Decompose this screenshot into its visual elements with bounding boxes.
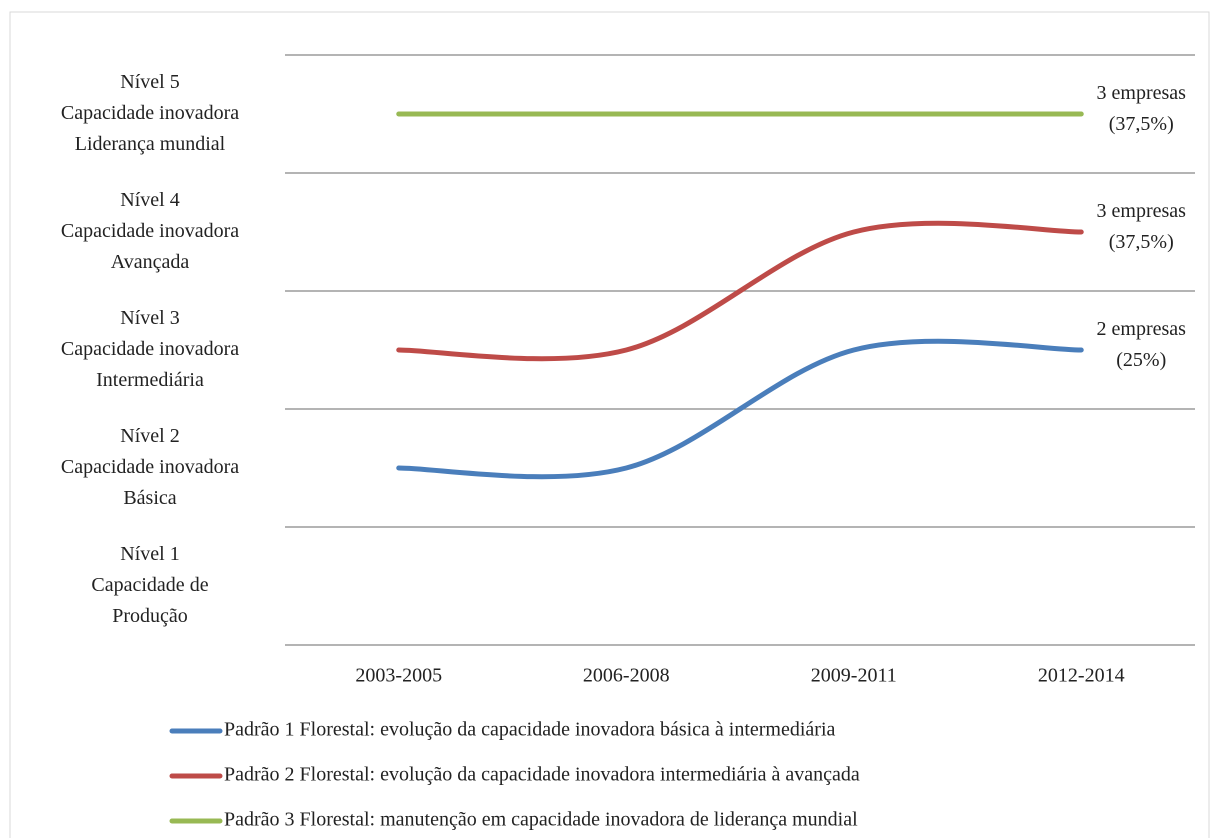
x-tick-label: 2012-2014: [1038, 665, 1125, 687]
annotation: 3 empresas (37,5%): [1097, 200, 1187, 253]
annotation-line: 3 empresas: [1097, 82, 1187, 104]
y-tick-line: Liderança mundial: [75, 133, 226, 155]
x-tick-label: 2009-2011: [811, 665, 897, 687]
annotation-line: 2 empresas: [1097, 318, 1187, 340]
y-tick-label: Nível 1 Capacidade de Produção: [91, 543, 208, 627]
x-tick-label: 2003-2005: [355, 665, 442, 687]
legend-label: Padrão 1 Florestal: evolução da capacida…: [224, 719, 836, 741]
y-tick-line: Nível 5: [120, 71, 179, 93]
x-tick-label: 2006-2008: [583, 665, 670, 687]
y-tick-line: Capacidade inovadora: [61, 102, 239, 124]
y-tick-line: Nível 2: [120, 425, 179, 447]
y-tick-line: Capacidade de: [91, 574, 208, 596]
series-line: [396, 220, 1084, 362]
annotation-line: 3 empresas: [1097, 200, 1187, 222]
y-tick-line: Capacidade inovadora: [61, 338, 239, 360]
y-tick-label: Nível 3 Capacidade inovadora Intermediária: [61, 307, 239, 391]
y-tick-line: Capacidade inovadora: [61, 456, 239, 478]
y-tick-line: Nível 1: [120, 543, 179, 565]
legend-label: Padrão 3 Florestal: manutenção em capaci…: [224, 809, 858, 831]
y-tick-label: Nível 2 Capacidade inovadora Básica: [61, 425, 239, 509]
y-tick-line: Capacidade inovadora: [61, 220, 239, 242]
chart-border: [9, 11, 1210, 838]
annotation-line: (25%): [1116, 349, 1166, 371]
annotation-line: (37,5%): [1109, 231, 1174, 253]
annotation: 2 empresas (25%): [1097, 318, 1187, 371]
y-tick-line: Intermediária: [96, 369, 204, 391]
y-tick-line: Nível 4: [120, 189, 179, 211]
annotation-line: (37,5%): [1109, 113, 1174, 135]
y-tick-line: Produção: [112, 605, 188, 627]
y-tick-line: Avançada: [111, 251, 190, 273]
y-tick-line: Nível 3: [120, 307, 179, 329]
y-tick-label: Nível 4 Capacidade inovadora Avançada: [61, 189, 239, 273]
y-tick-label: Nível 5 Capacidade inovadora Liderança mun…: [61, 71, 239, 155]
y-tick-line: Básica: [123, 487, 176, 509]
legend-label: Padrão 2 Florestal: evolução da capacida…: [224, 764, 860, 786]
annotation: 3 empresas (37,5%): [1097, 82, 1187, 135]
series-line: [396, 338, 1084, 480]
